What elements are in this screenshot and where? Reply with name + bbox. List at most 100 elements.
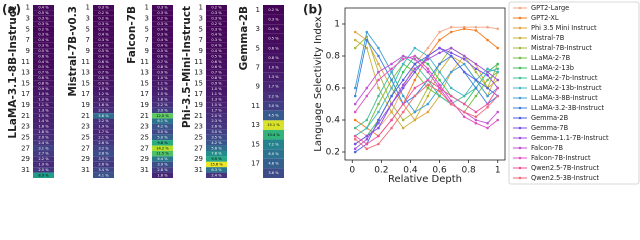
heatmap-cell: [33, 32, 54, 38]
cell-label: 0.8 %: [268, 56, 279, 60]
cell-label: 2.5 %: [38, 168, 49, 172]
series-point: [413, 67, 417, 71]
series-point: [365, 147, 369, 151]
heatmap-cell: [152, 21, 173, 27]
series-point: [365, 134, 369, 138]
cell-label: 0.3 %: [98, 38, 109, 42]
series-point: [486, 105, 489, 109]
legend-marker: [518, 16, 522, 20]
cell-label: 0.3 %: [157, 6, 168, 10]
heatmap-cell: [263, 24, 284, 34]
cell-label: 3.9 %: [157, 162, 168, 166]
cell-label: 2.2 %: [38, 157, 49, 161]
cell-label: 2.0 %: [98, 108, 109, 112]
cell-label: 0.4 %: [38, 6, 49, 10]
cell-label: 2.6 %: [98, 141, 109, 145]
cell-label: 0.6 %: [211, 60, 222, 64]
legend-marker: [518, 126, 522, 130]
cell-label: 1.0 %: [98, 87, 109, 91]
series-point: [496, 70, 500, 74]
row-label: 21: [194, 112, 203, 120]
cell-label: 0.4 %: [211, 33, 222, 37]
series-point: [413, 62, 417, 66]
panel-label: (a): [2, 3, 21, 17]
cell-label: 2.2 %: [268, 94, 279, 98]
heatmap-cell: [152, 113, 173, 119]
heatmap-cell: [33, 107, 54, 114]
cell-label: 3.8 %: [98, 152, 109, 156]
cell-label: 3.5 %: [211, 135, 222, 139]
cell-label: 1.3 %: [157, 87, 168, 91]
heatmap-cell: [206, 150, 227, 157]
heatmap-cell: [206, 113, 227, 119]
heatmap-cell: [33, 37, 54, 43]
cell-label: 2.2 %: [98, 119, 109, 123]
heatmap-cell: [206, 53, 227, 60]
cell-label: 0.4 %: [98, 33, 109, 37]
series-point: [377, 86, 380, 90]
heatmap-cell: [263, 110, 284, 121]
series-point: [438, 83, 441, 87]
heatmap-cell: [152, 145, 173, 151]
series-point: [353, 142, 357, 146]
heatmap-cell: [263, 120, 284, 130]
row-label: 15: [81, 79, 90, 87]
cell-label: 2.6 %: [211, 125, 222, 129]
heatmap-cell: [263, 149, 284, 159]
series-point: [353, 30, 357, 34]
cell-label: 1.5 %: [211, 103, 222, 107]
series-point: [462, 27, 466, 31]
row-label: 23: [194, 123, 203, 131]
x-tick-label: 0.2: [374, 166, 388, 176]
row-label: 7: [86, 36, 90, 44]
series-point: [377, 121, 380, 125]
cell-label: 1.7 %: [211, 108, 222, 112]
series-point: [365, 46, 369, 50]
cell-label: 14.2 %: [156, 146, 169, 150]
series-point: [426, 67, 430, 71]
series-point: [438, 38, 441, 42]
series-point: [377, 78, 380, 82]
cell-label: 0.6 %: [157, 54, 168, 58]
y-axis-label: Language Selectivity Index: [313, 16, 324, 151]
row-label: 23: [81, 123, 90, 131]
heatmap-cell: [152, 69, 173, 76]
cell-label: 0.6 %: [38, 54, 49, 58]
x-tick-label: 0.4: [403, 166, 418, 176]
series-point: [486, 121, 489, 125]
cell-label: 0.4 %: [211, 44, 222, 48]
row-label: 31: [81, 166, 90, 174]
cell-label: 0.3 %: [98, 6, 109, 10]
row-label: 5: [199, 25, 203, 33]
cell-label: 1.1 %: [211, 92, 222, 96]
heatmap-cell: [33, 59, 54, 65]
row-label: 17: [251, 160, 260, 168]
series-point: [353, 86, 357, 90]
row-label: 11: [140, 58, 149, 66]
row-label: 17: [21, 90, 30, 98]
heatmap-cell: [93, 167, 114, 173]
model-name: LLaMA-3.1-8B-Instruct: [7, 6, 19, 139]
series-point: [486, 86, 489, 90]
cell-label: 2.4 %: [211, 173, 222, 177]
row-label: 29: [81, 155, 90, 163]
heatmap-cell: [206, 80, 227, 87]
heatmap-cell: [152, 161, 173, 168]
series-point: [377, 54, 380, 58]
row-label: 9: [256, 83, 260, 91]
heatmap-cell: [206, 107, 227, 114]
heatmap-cell: [93, 21, 114, 27]
cell-label: 6.4 %: [157, 157, 168, 161]
heatmap-cell: [206, 102, 227, 108]
heatmap-cell: [93, 123, 114, 130]
cell-label: 0.3 %: [157, 22, 168, 26]
row-label: 3: [145, 15, 149, 23]
cell-label: 1.0 %: [211, 87, 222, 91]
row-label: 19: [194, 101, 203, 109]
legend-label: Phi 3.5 Mini Instruct: [531, 24, 597, 32]
row-label: 13: [140, 69, 149, 77]
heatmap-cell: [206, 118, 227, 124]
row-label: 29: [140, 155, 149, 163]
cell-label: 1.4 %: [38, 119, 49, 123]
row-label: 17: [140, 90, 149, 98]
